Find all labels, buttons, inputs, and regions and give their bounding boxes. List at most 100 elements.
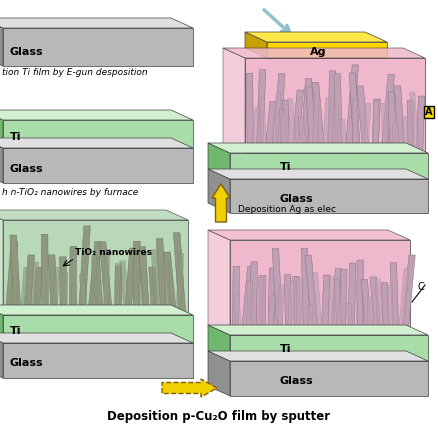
Polygon shape xyxy=(223,48,425,58)
Polygon shape xyxy=(298,117,307,153)
Polygon shape xyxy=(10,276,18,315)
Polygon shape xyxy=(0,333,193,343)
Polygon shape xyxy=(78,226,90,315)
Polygon shape xyxy=(114,264,120,315)
Polygon shape xyxy=(208,169,428,179)
Polygon shape xyxy=(300,78,312,153)
Polygon shape xyxy=(208,143,428,153)
Polygon shape xyxy=(62,273,68,315)
Polygon shape xyxy=(282,100,289,153)
Polygon shape xyxy=(93,258,103,315)
Polygon shape xyxy=(3,148,193,183)
Polygon shape xyxy=(234,294,242,335)
Polygon shape xyxy=(5,241,18,315)
Polygon shape xyxy=(257,277,263,335)
Polygon shape xyxy=(115,266,122,315)
Text: C: C xyxy=(418,282,425,292)
Polygon shape xyxy=(208,230,230,335)
Polygon shape xyxy=(287,281,296,335)
Polygon shape xyxy=(208,351,230,396)
Text: Ti: Ti xyxy=(10,326,21,336)
Polygon shape xyxy=(0,210,3,315)
Polygon shape xyxy=(250,262,258,335)
Text: Deposition p-Cu₂O film by sputter: Deposition p-Cu₂O film by sputter xyxy=(107,410,331,423)
Polygon shape xyxy=(399,269,409,335)
Polygon shape xyxy=(388,92,396,153)
Polygon shape xyxy=(407,100,414,153)
Polygon shape xyxy=(0,18,193,28)
Text: A: A xyxy=(425,107,432,117)
Text: Glass: Glass xyxy=(10,164,44,174)
Polygon shape xyxy=(230,361,428,396)
Polygon shape xyxy=(307,305,312,335)
Polygon shape xyxy=(33,267,42,315)
Polygon shape xyxy=(306,87,316,153)
Polygon shape xyxy=(280,110,287,153)
Polygon shape xyxy=(321,275,330,335)
Polygon shape xyxy=(293,276,301,335)
Polygon shape xyxy=(361,279,372,335)
Polygon shape xyxy=(370,277,381,335)
Polygon shape xyxy=(0,333,3,378)
Polygon shape xyxy=(403,117,409,153)
Polygon shape xyxy=(363,103,371,153)
Polygon shape xyxy=(312,82,325,153)
Polygon shape xyxy=(381,103,388,153)
Polygon shape xyxy=(41,234,49,315)
Polygon shape xyxy=(410,92,419,153)
Polygon shape xyxy=(151,250,161,315)
Polygon shape xyxy=(381,283,390,335)
Polygon shape xyxy=(124,248,137,315)
Polygon shape xyxy=(120,261,129,315)
Polygon shape xyxy=(272,93,281,153)
Text: Ti: Ti xyxy=(280,344,292,354)
Polygon shape xyxy=(394,86,405,153)
Polygon shape xyxy=(176,253,184,315)
Polygon shape xyxy=(357,260,364,335)
Polygon shape xyxy=(0,110,193,120)
Polygon shape xyxy=(328,277,335,335)
Text: Glass: Glass xyxy=(10,47,44,57)
Polygon shape xyxy=(208,169,230,213)
Polygon shape xyxy=(241,266,254,335)
Polygon shape xyxy=(99,242,113,315)
Polygon shape xyxy=(208,143,230,179)
Text: TiO₂ nanowires: TiO₂ nanowires xyxy=(75,248,152,257)
Polygon shape xyxy=(3,220,188,315)
Polygon shape xyxy=(274,74,285,153)
Polygon shape xyxy=(301,248,310,335)
Polygon shape xyxy=(345,65,359,153)
Polygon shape xyxy=(256,70,266,153)
Polygon shape xyxy=(287,99,297,153)
Polygon shape xyxy=(164,252,177,315)
Polygon shape xyxy=(246,73,254,153)
Polygon shape xyxy=(330,268,342,335)
Polygon shape xyxy=(357,86,369,153)
Polygon shape xyxy=(0,305,193,315)
Polygon shape xyxy=(173,233,186,315)
Polygon shape xyxy=(327,71,336,153)
Polygon shape xyxy=(3,315,193,343)
Polygon shape xyxy=(259,98,267,153)
Polygon shape xyxy=(381,74,395,153)
Polygon shape xyxy=(232,266,240,335)
Polygon shape xyxy=(296,278,302,335)
Polygon shape xyxy=(41,283,46,315)
Polygon shape xyxy=(352,99,358,153)
Text: Ti: Ti xyxy=(10,132,21,142)
Polygon shape xyxy=(163,261,171,315)
Polygon shape xyxy=(272,249,283,335)
Polygon shape xyxy=(0,110,3,148)
FancyArrow shape xyxy=(212,184,230,222)
Text: Glass: Glass xyxy=(10,358,44,368)
Polygon shape xyxy=(230,240,410,335)
Text: Glass: Glass xyxy=(280,194,314,204)
Polygon shape xyxy=(334,74,343,153)
Polygon shape xyxy=(332,107,338,153)
Polygon shape xyxy=(339,119,348,153)
Polygon shape xyxy=(139,247,149,315)
Polygon shape xyxy=(230,153,428,179)
Polygon shape xyxy=(251,108,260,153)
Polygon shape xyxy=(245,58,425,153)
Text: h n-TiO₂ nanowires by furnace: h n-TiO₂ nanowires by furnace xyxy=(2,188,138,197)
